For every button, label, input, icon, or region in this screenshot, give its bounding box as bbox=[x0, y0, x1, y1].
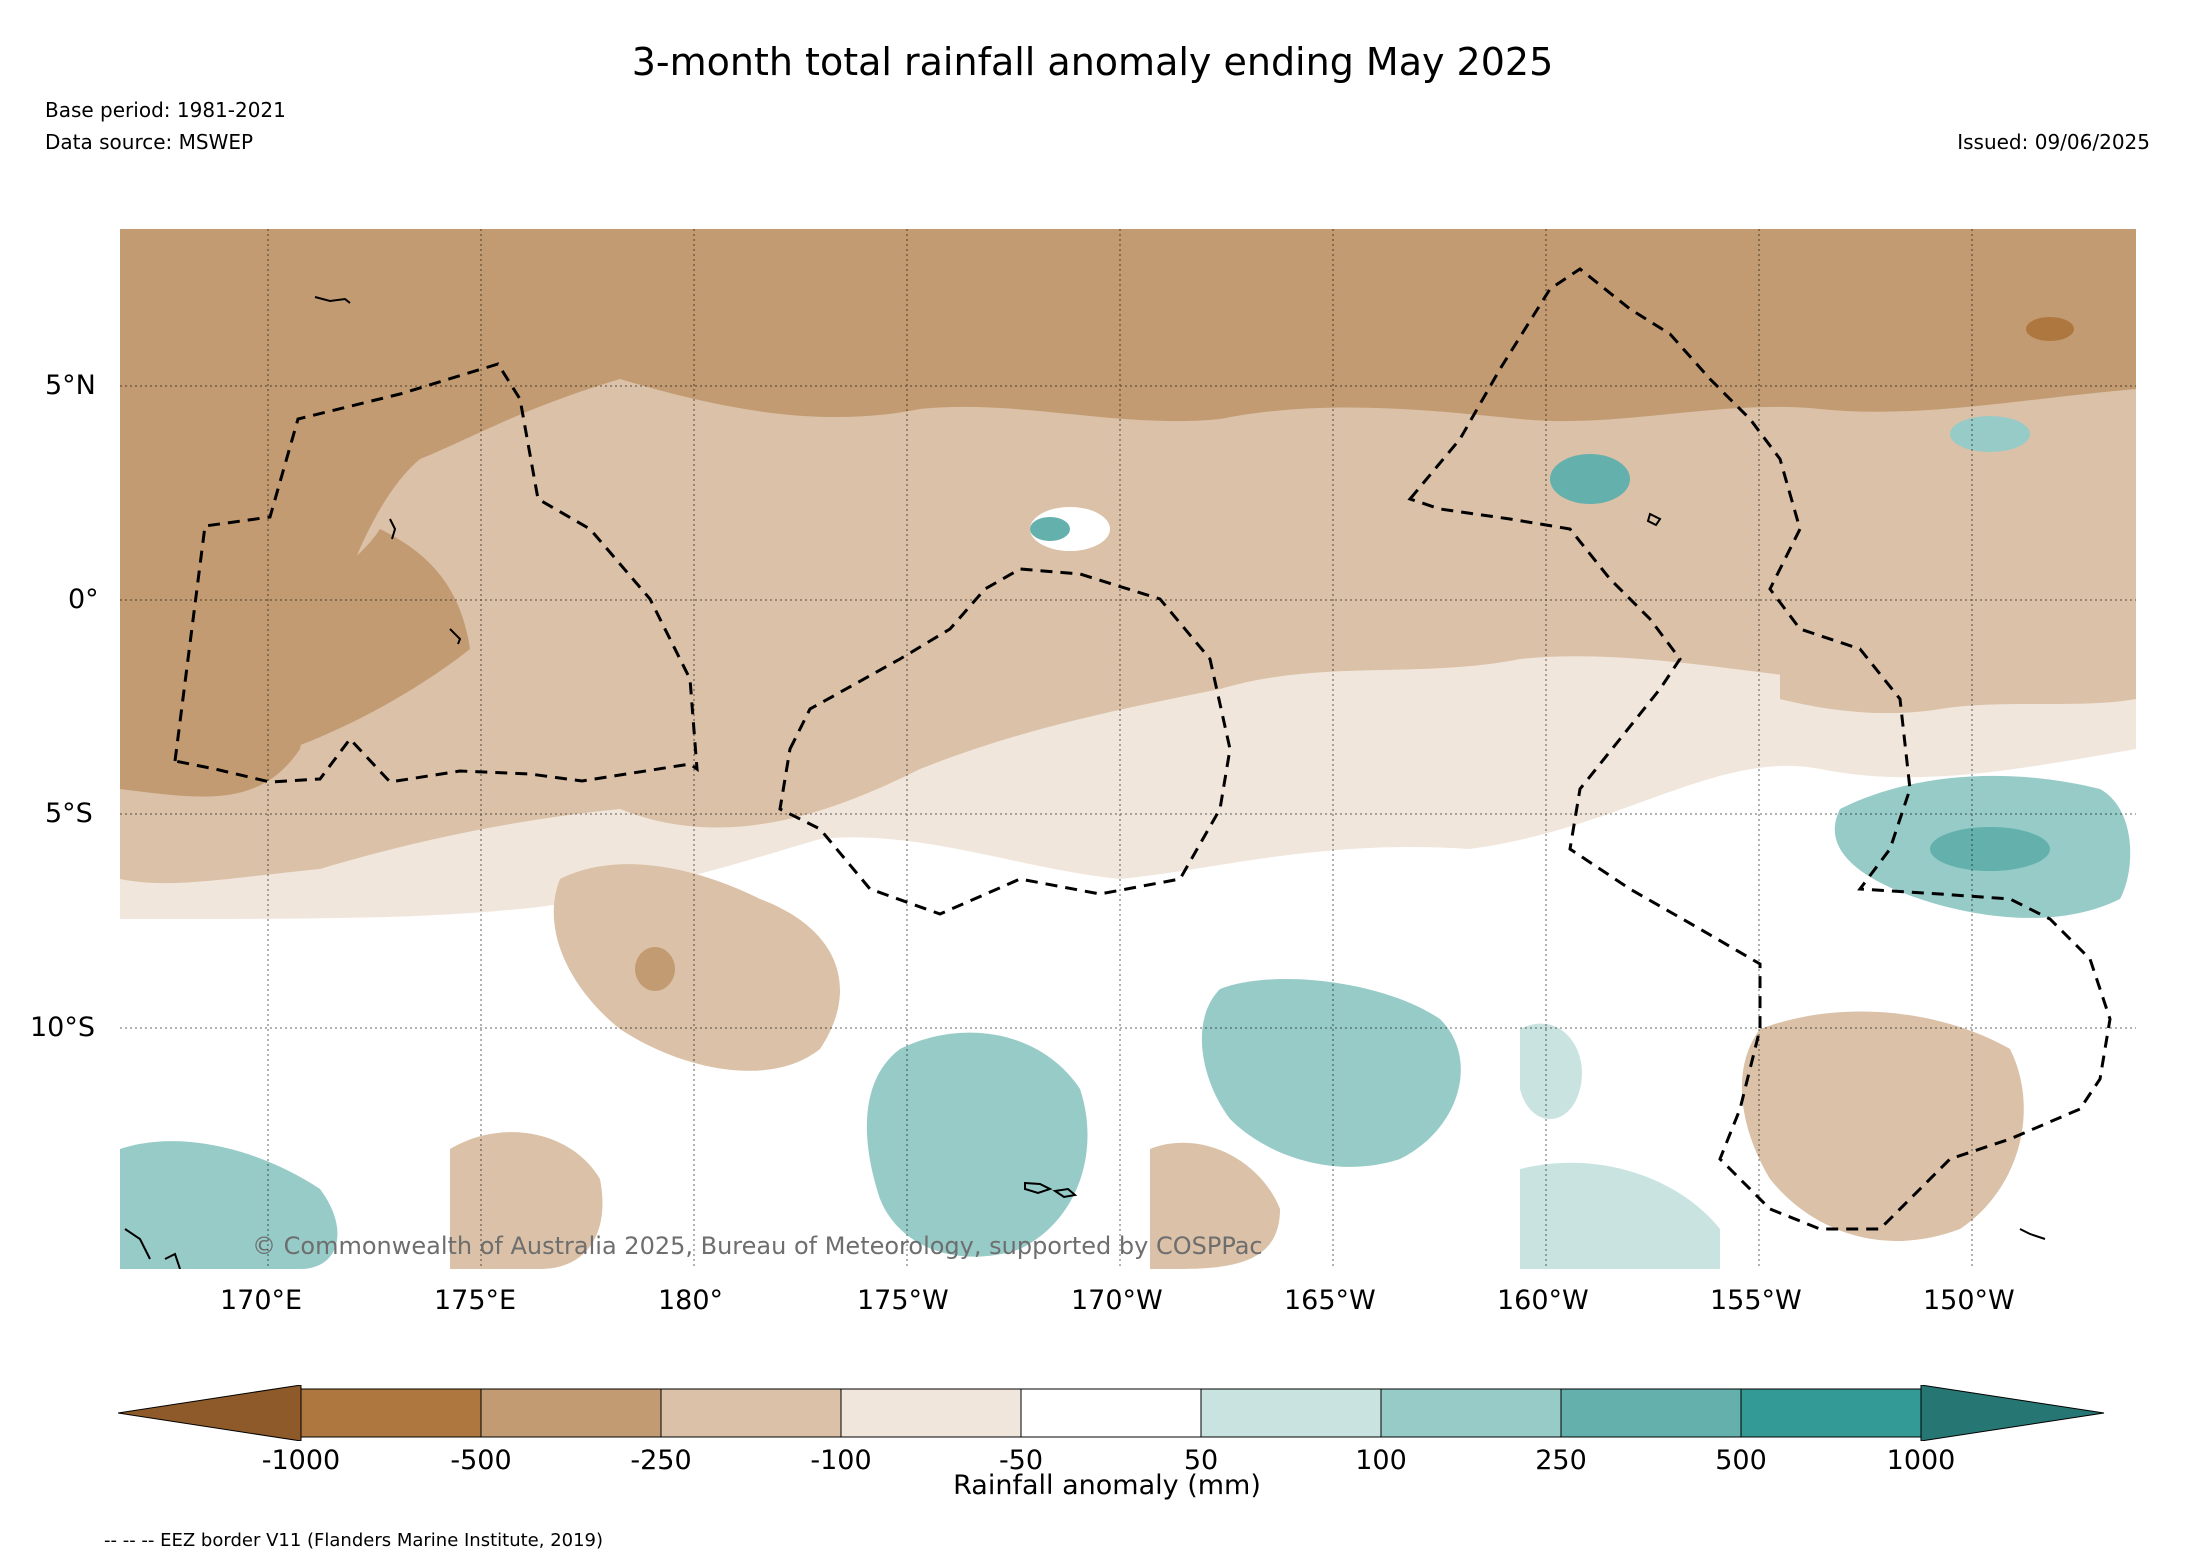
colorbar-segment-8 bbox=[1560, 1388, 1742, 1438]
colorbar-label: -250 bbox=[630, 1445, 692, 1476]
lat-label-5s: 5°S bbox=[45, 798, 93, 829]
lat-label-10s: 10°S bbox=[30, 1012, 95, 1043]
colorbar-segment-6 bbox=[1200, 1388, 1382, 1438]
lon-label-165w: 165°W bbox=[1284, 1285, 1376, 1316]
colorbar-title: Rainfall anomaly (mm) bbox=[953, 1470, 1261, 1501]
colorbar bbox=[118, 1385, 2105, 1441]
colorbar-segment-1 bbox=[300, 1388, 482, 1438]
lat-label-0: 0° bbox=[68, 584, 99, 615]
colorbar-label: 500 bbox=[1715, 1445, 1767, 1476]
lon-label-175w: 175°W bbox=[857, 1285, 949, 1316]
map-canvas bbox=[120, 229, 2136, 1269]
anomaly-region-south-dry bbox=[553, 864, 840, 1071]
colorbar-segment-0 bbox=[118, 1385, 302, 1441]
lon-label-180: 180° bbox=[658, 1285, 724, 1316]
colorbar-label: 1000 bbox=[1886, 1445, 1956, 1476]
anomaly-region-strong-dry bbox=[120, 229, 2136, 797]
colorbar-label: 250 bbox=[1535, 1445, 1587, 1476]
data-source: Data source: MSWEP bbox=[45, 130, 254, 154]
colorbar-segment-7 bbox=[1380, 1388, 1562, 1438]
lon-label-155w: 155°W bbox=[1710, 1285, 1802, 1316]
colorbar-segment-2 bbox=[480, 1388, 662, 1438]
lon-label-175e: 175°E bbox=[434, 1285, 517, 1316]
anomaly-region-south-wet bbox=[866, 1032, 1088, 1257]
island-outlines bbox=[124, 296, 2046, 1269]
map-gridlines bbox=[120, 229, 2136, 1269]
colorbar-label: -50 bbox=[998, 1445, 1044, 1476]
eez-borders bbox=[173, 267, 2112, 1231]
lon-label-170e: 170°E bbox=[220, 1285, 303, 1316]
base-period: Base period: 1981-2021 bbox=[45, 98, 286, 122]
colorbar-label: -500 bbox=[450, 1445, 512, 1476]
colorbar-segment-9 bbox=[1740, 1388, 1922, 1438]
colorbar-segment-3 bbox=[660, 1388, 842, 1438]
map-title: 3-month total rainfall anomaly ending Ma… bbox=[631, 40, 1554, 84]
rainfall-anomaly-map bbox=[120, 229, 2136, 1269]
anomaly-region-strong-dry-east bbox=[1780, 629, 2136, 714]
issued-date: Issued: 09/06/2025 bbox=[1957, 130, 2150, 154]
anomaly-region-central-wet bbox=[1201, 979, 1461, 1167]
lon-label-160w: 160°W bbox=[1497, 1285, 1589, 1316]
lon-label-170w: 170°W bbox=[1071, 1285, 1163, 1316]
colorbar-label: 100 bbox=[1355, 1445, 1407, 1476]
colorbar-label: 50 bbox=[1183, 1445, 1219, 1476]
colorbar-label: -1000 bbox=[261, 1445, 341, 1476]
anomaly-region-southeast-dry bbox=[1741, 1011, 2024, 1241]
lat-label-5n: 5°N bbox=[45, 370, 96, 401]
colorbar-segment-5 bbox=[1020, 1388, 1202, 1438]
eez-footnote: -- -- -- EEZ border V11 (Flanders Marine… bbox=[104, 1530, 604, 1551]
credit-text: © Commonwealth of Australia 2025, Bureau… bbox=[252, 1232, 1263, 1260]
lon-label-150w: 150°W bbox=[1923, 1285, 2015, 1316]
colorbar-segment-4 bbox=[840, 1388, 1022, 1438]
colorbar-segment-10 bbox=[1920, 1385, 2105, 1441]
colorbar-label: -100 bbox=[810, 1445, 872, 1476]
anomaly-region-strong-dry-west bbox=[120, 429, 470, 789]
